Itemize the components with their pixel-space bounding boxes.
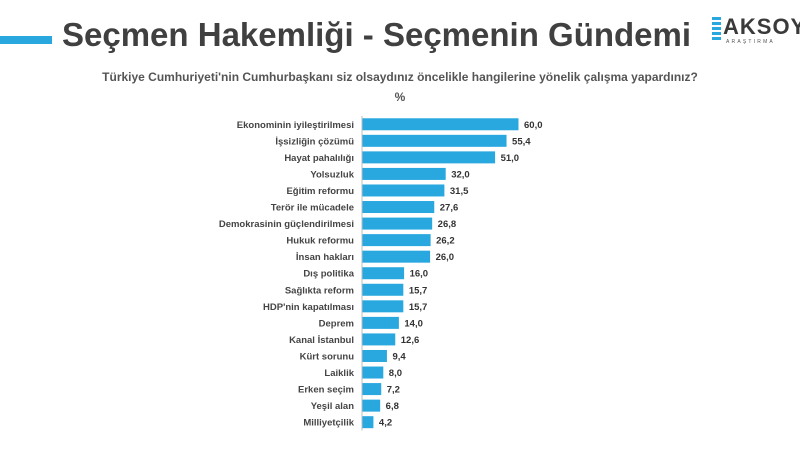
- category-label: Milliyetçilik: [303, 418, 354, 429]
- value-label: 12,6: [401, 335, 420, 346]
- bar: [362, 234, 431, 247]
- logo-stripes-icon: [712, 17, 721, 41]
- chart-unit: %: [394, 90, 406, 104]
- bar: [362, 300, 404, 313]
- value-label: 26,0: [436, 252, 455, 263]
- bar: [362, 118, 519, 131]
- category-label: Yeşil alan: [311, 401, 355, 412]
- category-label: Kanal İstanbul: [289, 335, 354, 346]
- value-label: 51,0: [501, 153, 519, 164]
- bar: [362, 333, 396, 346]
- value-label: 15,7: [409, 285, 428, 296]
- logo-subtitle: ARAŞTIRMA: [726, 39, 775, 45]
- bar: [362, 349, 387, 362]
- value-label: 32,0: [451, 169, 470, 180]
- bar: [362, 184, 445, 197]
- category-label: İşsizliğin çözümü: [275, 136, 354, 147]
- value-label: 26,8: [438, 219, 457, 230]
- bar: [362, 399, 381, 412]
- bar: [362, 134, 507, 147]
- value-label: 8,0: [389, 368, 402, 379]
- category-label: Laiklik: [324, 368, 354, 379]
- bar: [362, 217, 433, 230]
- category-label: İnsan hakları: [296, 252, 354, 263]
- bar: [362, 283, 404, 296]
- bar: [362, 316, 399, 329]
- value-label: 6,8: [386, 401, 399, 412]
- value-label: 55,4: [512, 136, 531, 147]
- aksoy-logo: AKSOY ARAŞTIRMA: [712, 14, 800, 48]
- bar: [362, 250, 431, 263]
- category-label: HDP'nin kapatılması: [263, 302, 354, 313]
- bar: [362, 267, 405, 280]
- category-label: Dış politika: [303, 269, 354, 280]
- bar: [362, 383, 382, 396]
- category-label: Demokrasinin güçlendirilmesi: [219, 219, 354, 230]
- category-label: Ekonominin iyileştirilmesi: [237, 120, 354, 131]
- bar: [362, 151, 496, 164]
- category-label: Eğitim reformu: [286, 186, 354, 197]
- category-label: Erken seçim: [298, 385, 354, 396]
- category-label: Yolsuzluk: [310, 169, 354, 180]
- value-label: 9,4: [392, 351, 406, 362]
- category-label: Terör ile mücadele: [271, 203, 354, 214]
- chart-title: Türkiye Cumhuriyeti'nin Cumhurbaşkanı si…: [102, 70, 698, 84]
- category-label: Hukuk reformu: [286, 236, 354, 247]
- title-accent-bar: [0, 36, 52, 44]
- logo-wordmark: AKSOY: [723, 14, 800, 39]
- bar: [362, 366, 384, 379]
- category-label: Sağlıkta reform: [285, 285, 354, 296]
- value-label: 7,2: [387, 385, 400, 396]
- page-title: Seçmen Hakemliği - Seçmenin Gündemi: [62, 16, 692, 53]
- value-label: 26,2: [436, 236, 455, 247]
- value-label: 15,7: [409, 302, 428, 313]
- value-label: 14,0: [404, 318, 423, 329]
- category-label: Hayat pahalılığı: [284, 153, 354, 164]
- value-label: 4,2: [379, 418, 392, 429]
- bar: [362, 201, 435, 214]
- value-label: 27,6: [440, 203, 459, 214]
- value-label: 31,5: [450, 186, 469, 197]
- category-label: Kürt sorunu: [300, 351, 355, 362]
- bar: [362, 416, 374, 429]
- value-label: 16,0: [410, 269, 429, 280]
- value-label: 60,0: [524, 120, 543, 131]
- bar: [362, 167, 446, 180]
- category-label: Deprem: [319, 318, 354, 329]
